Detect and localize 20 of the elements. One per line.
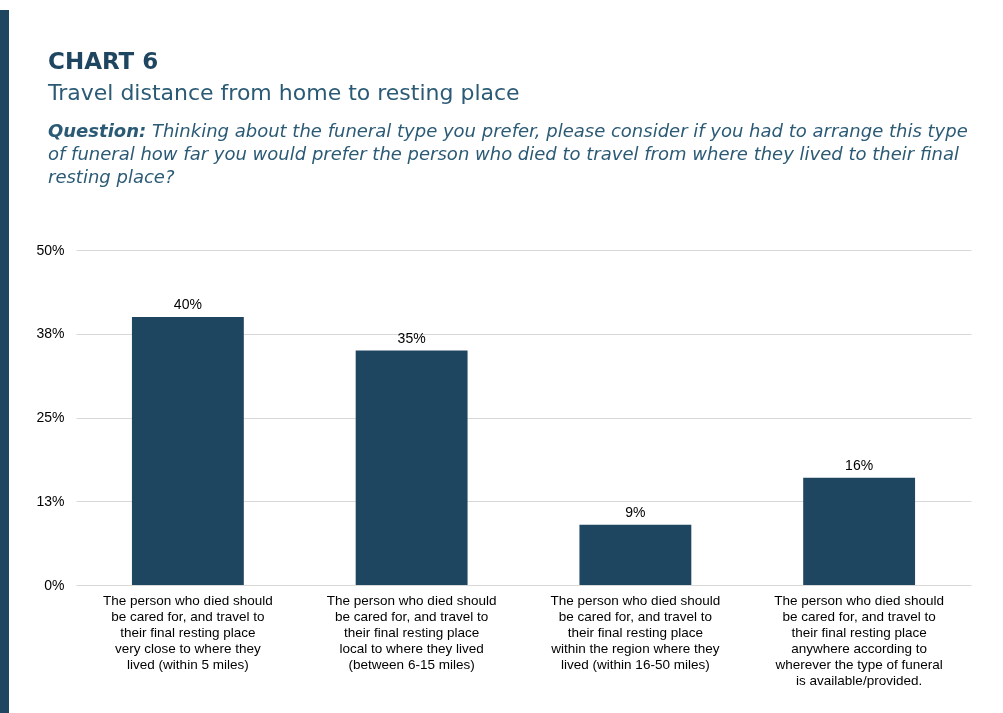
y-tick-label: 25% bbox=[36, 409, 65, 425]
chart-title: CHART 6 bbox=[48, 48, 160, 74]
x-tick-label: The person who died should be cared for, and travel to their final resting place anywhere according to wherever the type of funeral is available/provided. bbox=[774, 592, 944, 688]
bar bbox=[355, 350, 468, 585]
y-tick-label: 38% bbox=[36, 325, 65, 342]
x-tick-label: The person who died should be cared for, and travel to their final resting place very close to where they lived (within 5 miles) bbox=[103, 592, 273, 672]
chart-subtitle: Travel distance from home to resting place bbox=[48, 80, 521, 105]
data-label: 35% bbox=[397, 329, 426, 346]
bar bbox=[803, 477, 916, 585]
data-label: 40% bbox=[173, 296, 202, 312]
data-label: 9% bbox=[625, 503, 646, 520]
y-tick-label: 0% bbox=[44, 576, 65, 593]
y-tick-label: 50% bbox=[36, 241, 65, 258]
x-tick-label: The person who died should be cared for, and travel to their final resting place local to where they lived (between 6-15 miles) bbox=[326, 592, 497, 672]
y-tick-label: 13% bbox=[36, 492, 65, 509]
x-tick-label: The person who died should be cared for, and travel to their final resting place within the region where they lived (within 16-50 miles) bbox=[550, 592, 721, 672]
bar bbox=[579, 524, 692, 585]
text: Question: Thinking about the funeral type you prefer, please consider if you had to arrange this type of funeral how far you would prefer the person who died to travel from where they lived to their final resting place? bbox=[48, 119, 969, 188]
bar bbox=[131, 317, 244, 585]
data-label: 16% bbox=[845, 456, 874, 473]
